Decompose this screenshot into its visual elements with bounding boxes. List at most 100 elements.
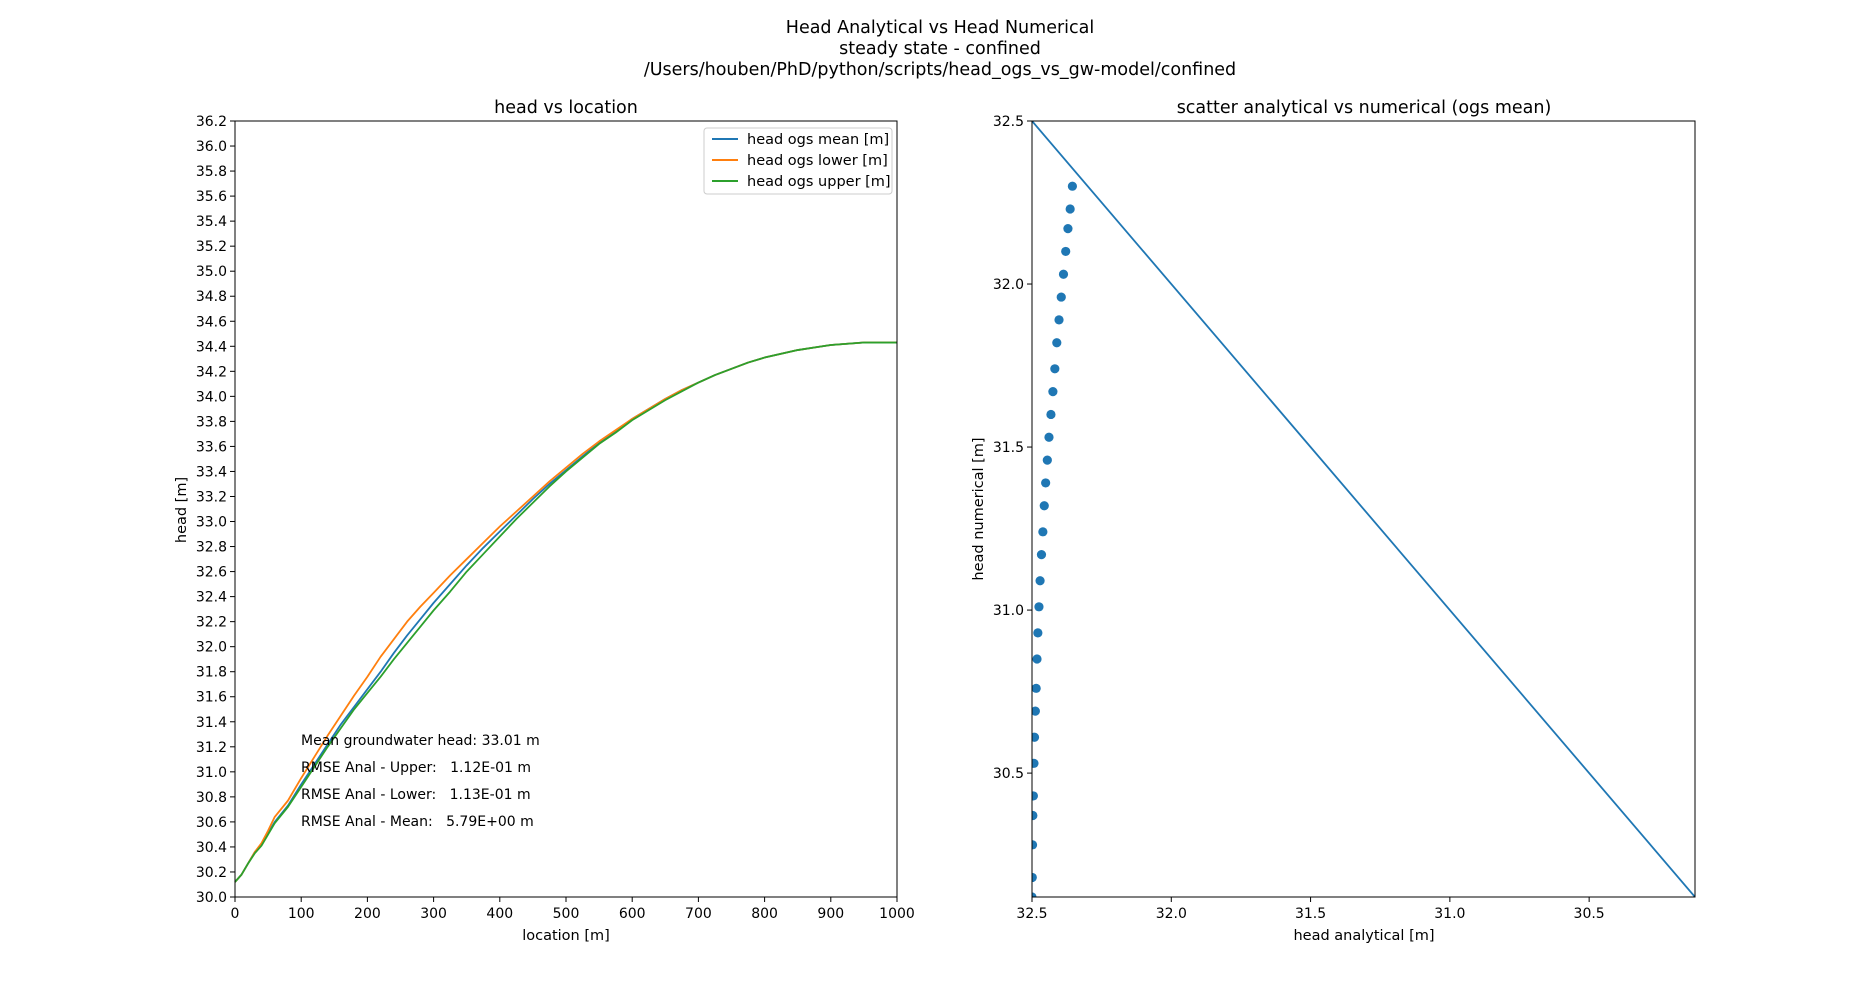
figure-title-line1: Head Analytical vs Head Numerical — [786, 18, 1094, 38]
left-y-tick-label: 31.4 — [196, 715, 227, 731]
left-y-tick-label: 32.0 — [196, 640, 227, 656]
left-y-tick-label: 36.0 — [196, 139, 227, 155]
left-y-axis-label: head [m] — [174, 477, 190, 543]
right-chart-title: scatter analytical vs numerical (ogs mea… — [1177, 98, 1552, 118]
figure-title-line2: steady state - confined — [839, 39, 1041, 59]
legend-label-mean: head ogs mean [m] — [747, 132, 889, 148]
scatter-point — [1067, 181, 1077, 191]
right-x-tick-label: 30.5 — [1574, 906, 1605, 922]
left-y-tick-label: 31.2 — [196, 740, 227, 756]
right-y-tick-label: 32.5 — [993, 114, 1024, 130]
left-x-tick-label: 900 — [817, 906, 844, 922]
left-x-tick-label: 0 — [231, 906, 240, 922]
scatter-point — [1032, 791, 1038, 801]
left-y-tick-label: 32.6 — [196, 565, 227, 581]
right-y-axis: 30.5 31.0 31.5 32.0 32.5 — [993, 114, 1032, 782]
left-y-tick-label: 34.8 — [196, 289, 227, 305]
figure-title-line3: /Users/houben/PhD/python/scripts/head_og… — [644, 60, 1236, 80]
annotation-rmse-lower: RMSE Anal - Lower: 1.13E-01 m — [301, 787, 531, 803]
left-y-tick-label: 32.2 — [196, 615, 227, 631]
right-y-axis-label: head numerical [m] — [971, 437, 987, 580]
scatter-point — [1058, 269, 1069, 279]
scatter-point — [1052, 338, 1062, 348]
right-y-tick-label: 32.0 — [993, 277, 1024, 293]
scatter-point — [1039, 501, 1049, 511]
left-x-tick-label: 1000 — [879, 906, 915, 922]
left-y-tick-label: 31.8 — [196, 665, 227, 681]
scatter-point — [1054, 315, 1064, 325]
scatter-point — [1032, 654, 1042, 664]
scatter-point — [1032, 840, 1038, 850]
left-y-tick-label: 30.0 — [196, 890, 227, 906]
left-y-tick-label: 31.6 — [196, 690, 227, 706]
scatter-point — [1041, 478, 1051, 488]
scatter-point — [1032, 706, 1040, 716]
scatter-point — [1056, 292, 1066, 302]
left-y-tick-label: 30.6 — [196, 815, 227, 831]
left-y-tick-label: 35.4 — [196, 214, 227, 230]
left-x-axis: 0 100 200 300 400 500 600 700 800 900 1000 — [231, 897, 915, 922]
scatter-point — [1032, 732, 1040, 742]
scatter-chart-panel: scatter analytical vs numerical (ogs mea… — [971, 98, 1696, 944]
left-x-tick-label: 700 — [685, 906, 712, 922]
left-x-tick-label: 800 — [751, 906, 778, 922]
left-x-tick-label: 500 — [553, 906, 580, 922]
scatter-point — [1034, 602, 1044, 612]
right-y-tick-label: 31.0 — [993, 603, 1024, 619]
left-y-tick-label: 33.2 — [196, 489, 227, 505]
scatter-point — [1032, 758, 1039, 768]
right-axes-frame — [1031, 120, 1696, 898]
scatter-point — [1032, 892, 1037, 897]
scatter-point — [1046, 409, 1056, 420]
annotation-rmse-mean: RMSE Anal - Mean: 5.79E+00 m — [301, 814, 534, 830]
scatter-point — [1063, 223, 1073, 234]
left-y-tick-label: 35.2 — [196, 239, 227, 255]
scatter-point — [1065, 204, 1075, 214]
scatter-point — [1032, 810, 1038, 821]
left-plot-area — [234, 341, 897, 883]
scatter-point — [1036, 550, 1047, 560]
legend-label-lower: head ogs lower [m] — [747, 153, 888, 169]
right-plot-area — [1032, 121, 1695, 897]
left-chart-title: head vs location — [494, 98, 638, 118]
left-y-tick-label: 35.6 — [196, 189, 227, 205]
left-y-tick-label: 32.4 — [196, 590, 227, 606]
left-y-tick-label: 30.4 — [196, 840, 227, 856]
scatter-point — [1038, 527, 1048, 537]
left-x-tick-label: 600 — [619, 906, 646, 922]
left-y-tick-label: 33.6 — [196, 439, 227, 455]
left-y-tick-label: 34.6 — [196, 314, 227, 330]
left-x-axis-label: location [m] — [522, 928, 610, 944]
right-x-tick-label: 31.0 — [1434, 906, 1465, 922]
scatter-point — [1048, 387, 1058, 397]
right-x-axis-label: head analytical [m] — [1293, 928, 1434, 944]
left-y-tick-label: 35.8 — [196, 164, 227, 180]
annotation-mean-head: Mean groundwater head: 33.01 m — [301, 733, 540, 749]
right-x-tick-label: 32.5 — [1016, 906, 1047, 922]
left-axes-frame — [234, 120, 898, 898]
left-y-tick-label: 32.8 — [196, 540, 227, 556]
right-x-tick-label: 32.0 — [1156, 906, 1187, 922]
left-x-tick-label: 400 — [486, 906, 513, 922]
scatter-point — [1061, 246, 1071, 257]
line-chart-panel: head vs location 0 100 200 300 400 500 600 700 8… — [174, 98, 915, 944]
right-x-axis: 32.5 32.0 31.5 31.0 30.5 — [1016, 897, 1605, 922]
left-y-tick-label: 33.4 — [196, 464, 227, 480]
left-y-tick-label: 30.8 — [196, 790, 227, 806]
left-x-tick-label: 200 — [354, 906, 381, 922]
scatter-point — [1044, 432, 1054, 442]
left-x-tick-label: 100 — [288, 906, 315, 922]
left-y-tick-label: 34.2 — [196, 364, 227, 380]
scatter-point — [1032, 872, 1037, 883]
left-y-tick-label: 35.0 — [196, 264, 227, 280]
scatter-point — [1032, 683, 1041, 693]
reference-line — [1032, 121, 1695, 897]
left-y-tick-label: 34.0 — [196, 389, 227, 405]
legend-label-upper: head ogs upper [m] — [747, 174, 891, 190]
series-line-upper — [234, 341, 897, 883]
right-y-tick-label: 30.5 — [993, 766, 1024, 782]
legend-box — [703, 127, 893, 195]
left-y-axis: 30.0 30.2 30.4 30.6 30.8 31.0 31.2 31.4 31.6 31.8… — [196, 114, 235, 906]
left-y-tick-label: 31.0 — [196, 765, 227, 781]
